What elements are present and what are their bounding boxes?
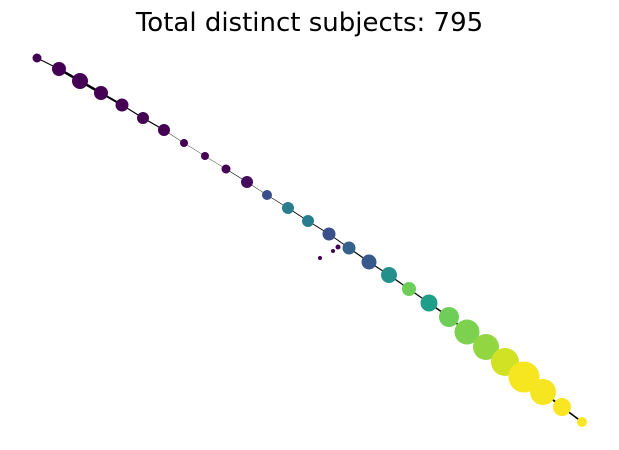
node-n12 [262, 190, 272, 200]
figure-title: Total distinct subjects: 795 [135, 8, 484, 38]
node-o3 [318, 256, 322, 260]
node-n27 [553, 398, 571, 416]
node-n19 [402, 282, 416, 296]
node-n11 [241, 176, 253, 188]
edge-n8-n9 [183, 142, 206, 157]
node-n15 [322, 227, 336, 241]
node-n9 [201, 152, 209, 160]
node-n13 [282, 202, 294, 214]
node-o1 [335, 244, 341, 250]
node-n26 [530, 379, 556, 405]
node-n21 [439, 307, 459, 327]
node-n18 [381, 267, 397, 283]
node-n2 [52, 62, 66, 76]
node-n8 [180, 139, 188, 147]
node-n3 [72, 73, 88, 89]
node-layer [32, 53, 587, 427]
node-n1 [32, 53, 42, 63]
node-n5 [115, 98, 129, 112]
node-n28 [577, 417, 587, 427]
node-n20 [420, 294, 438, 312]
node-n22 [454, 319, 480, 345]
node-n10 [221, 164, 231, 174]
node-n23 [473, 334, 499, 360]
node-n25 [508, 361, 540, 393]
node-n14 [302, 215, 314, 227]
node-n7 [158, 124, 170, 136]
node-n4 [94, 86, 108, 100]
node-n6 [137, 112, 149, 124]
node-n17 [361, 254, 377, 270]
node-o2 [331, 249, 335, 253]
node-n16 [342, 241, 356, 255]
